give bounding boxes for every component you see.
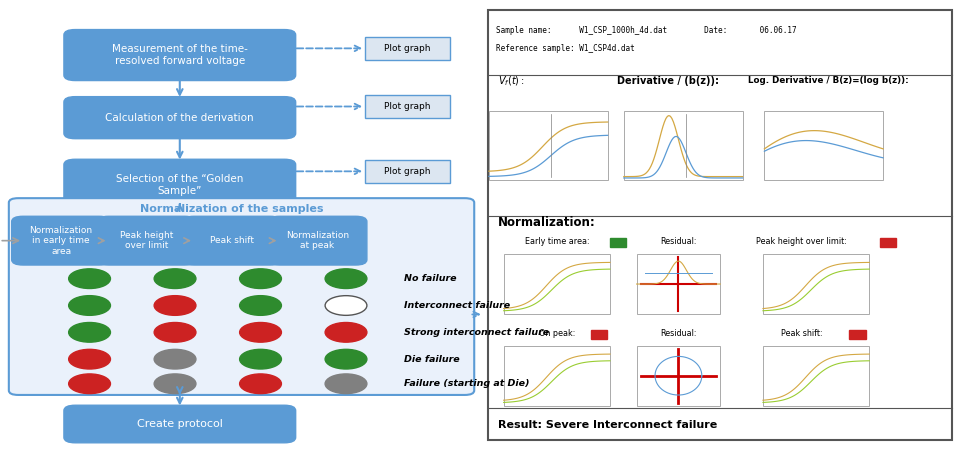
Text: Residual:: Residual: [660, 237, 697, 246]
Bar [763, 254, 870, 314]
Text: Peak shift:: Peak shift: [781, 329, 823, 338]
Text: Measurement of the time-
resolved forward voltage: Measurement of the time- resolved forwar… [112, 44, 248, 66]
Text: Calculation of the derivation: Calculation of the derivation [106, 112, 254, 123]
Circle shape [240, 323, 281, 342]
FancyBboxPatch shape [182, 216, 281, 265]
Bar [591, 330, 607, 339]
Circle shape [69, 296, 110, 315]
Text: Die failure: Die failure [404, 355, 460, 364]
Text: Reference sample: W1_CSP4d.dat: Reference sample: W1_CSP4d.dat [496, 44, 635, 53]
Bar [636, 346, 720, 406]
Circle shape [69, 269, 110, 288]
Text: Peak height over limit:: Peak height over limit: [756, 237, 848, 246]
Text: Derivative / (b(z)):: Derivative / (b(z)): [616, 76, 719, 86]
FancyBboxPatch shape [64, 159, 296, 210]
FancyBboxPatch shape [64, 97, 296, 139]
Bar [850, 330, 866, 339]
Bar [504, 346, 610, 406]
Circle shape [240, 374, 281, 394]
Text: Sample name:      W1_CSP_1000h_4d.dat        Date:       06.06.17: Sample name: W1_CSP_1000h_4d.dat Date: 0… [496, 26, 797, 35]
Circle shape [325, 296, 367, 315]
Text: Failure (starting at Die): Failure (starting at Die) [404, 379, 529, 388]
Bar [365, 160, 450, 183]
FancyBboxPatch shape [9, 198, 474, 395]
Bar [504, 254, 610, 314]
Text: Residual:: Residual: [660, 329, 697, 338]
Circle shape [240, 349, 281, 369]
FancyBboxPatch shape [268, 216, 367, 265]
Circle shape [155, 323, 196, 342]
Text: Interconnect failure: Interconnect failure [404, 301, 510, 310]
FancyBboxPatch shape [64, 30, 296, 81]
Bar [489, 10, 952, 440]
Bar [636, 254, 720, 314]
Circle shape [155, 349, 196, 369]
Circle shape [155, 374, 196, 394]
Text: Plot graph: Plot graph [385, 167, 431, 176]
Text: Plot graph: Plot graph [385, 102, 431, 111]
Circle shape [325, 323, 367, 342]
Bar [489, 111, 608, 180]
Bar [764, 111, 883, 180]
Text: Plot graph: Plot graph [385, 44, 431, 53]
Circle shape [325, 374, 367, 394]
Circle shape [325, 349, 367, 369]
Circle shape [155, 296, 196, 315]
Text: Normalization
in early time
area: Normalization in early time area [30, 226, 92, 256]
Text: Create protocol: Create protocol [137, 419, 223, 429]
Circle shape [69, 323, 110, 342]
Text: Selection of the “Golden
Sample”: Selection of the “Golden Sample” [116, 174, 244, 196]
Circle shape [155, 269, 196, 288]
Text: No failure: No failure [404, 274, 457, 283]
Text: Normalization of the samples: Normalization of the samples [140, 204, 324, 214]
Text: Normalization:: Normalization: [498, 216, 596, 229]
Bar [365, 37, 450, 59]
FancyBboxPatch shape [64, 405, 296, 443]
FancyBboxPatch shape [97, 216, 196, 265]
Bar [610, 238, 626, 247]
Circle shape [69, 349, 110, 369]
Text: On peak:: On peak: [539, 329, 575, 338]
Text: Peak height
over limit: Peak height over limit [120, 231, 173, 250]
Text: $V_f(t):$: $V_f(t):$ [498, 74, 525, 88]
FancyBboxPatch shape [12, 216, 110, 265]
Bar [624, 111, 742, 180]
Circle shape [240, 296, 281, 315]
Bar [879, 238, 896, 247]
Circle shape [325, 269, 367, 288]
Circle shape [69, 374, 110, 394]
Bar [763, 346, 870, 406]
Text: Early time area:: Early time area: [524, 237, 589, 246]
Text: Result: Severe Interconnect failure: Result: Severe Interconnect failure [498, 420, 717, 430]
Text: Normalization
at peak: Normalization at peak [286, 231, 349, 250]
Text: Peak shift: Peak shift [210, 236, 254, 245]
Circle shape [240, 269, 281, 288]
Bar [365, 95, 450, 117]
Text: Strong interconnect failure: Strong interconnect failure [404, 328, 549, 337]
Text: Log. Derivative / B(z)=(log b(z)):: Log. Derivative / B(z)=(log b(z)): [748, 76, 908, 86]
